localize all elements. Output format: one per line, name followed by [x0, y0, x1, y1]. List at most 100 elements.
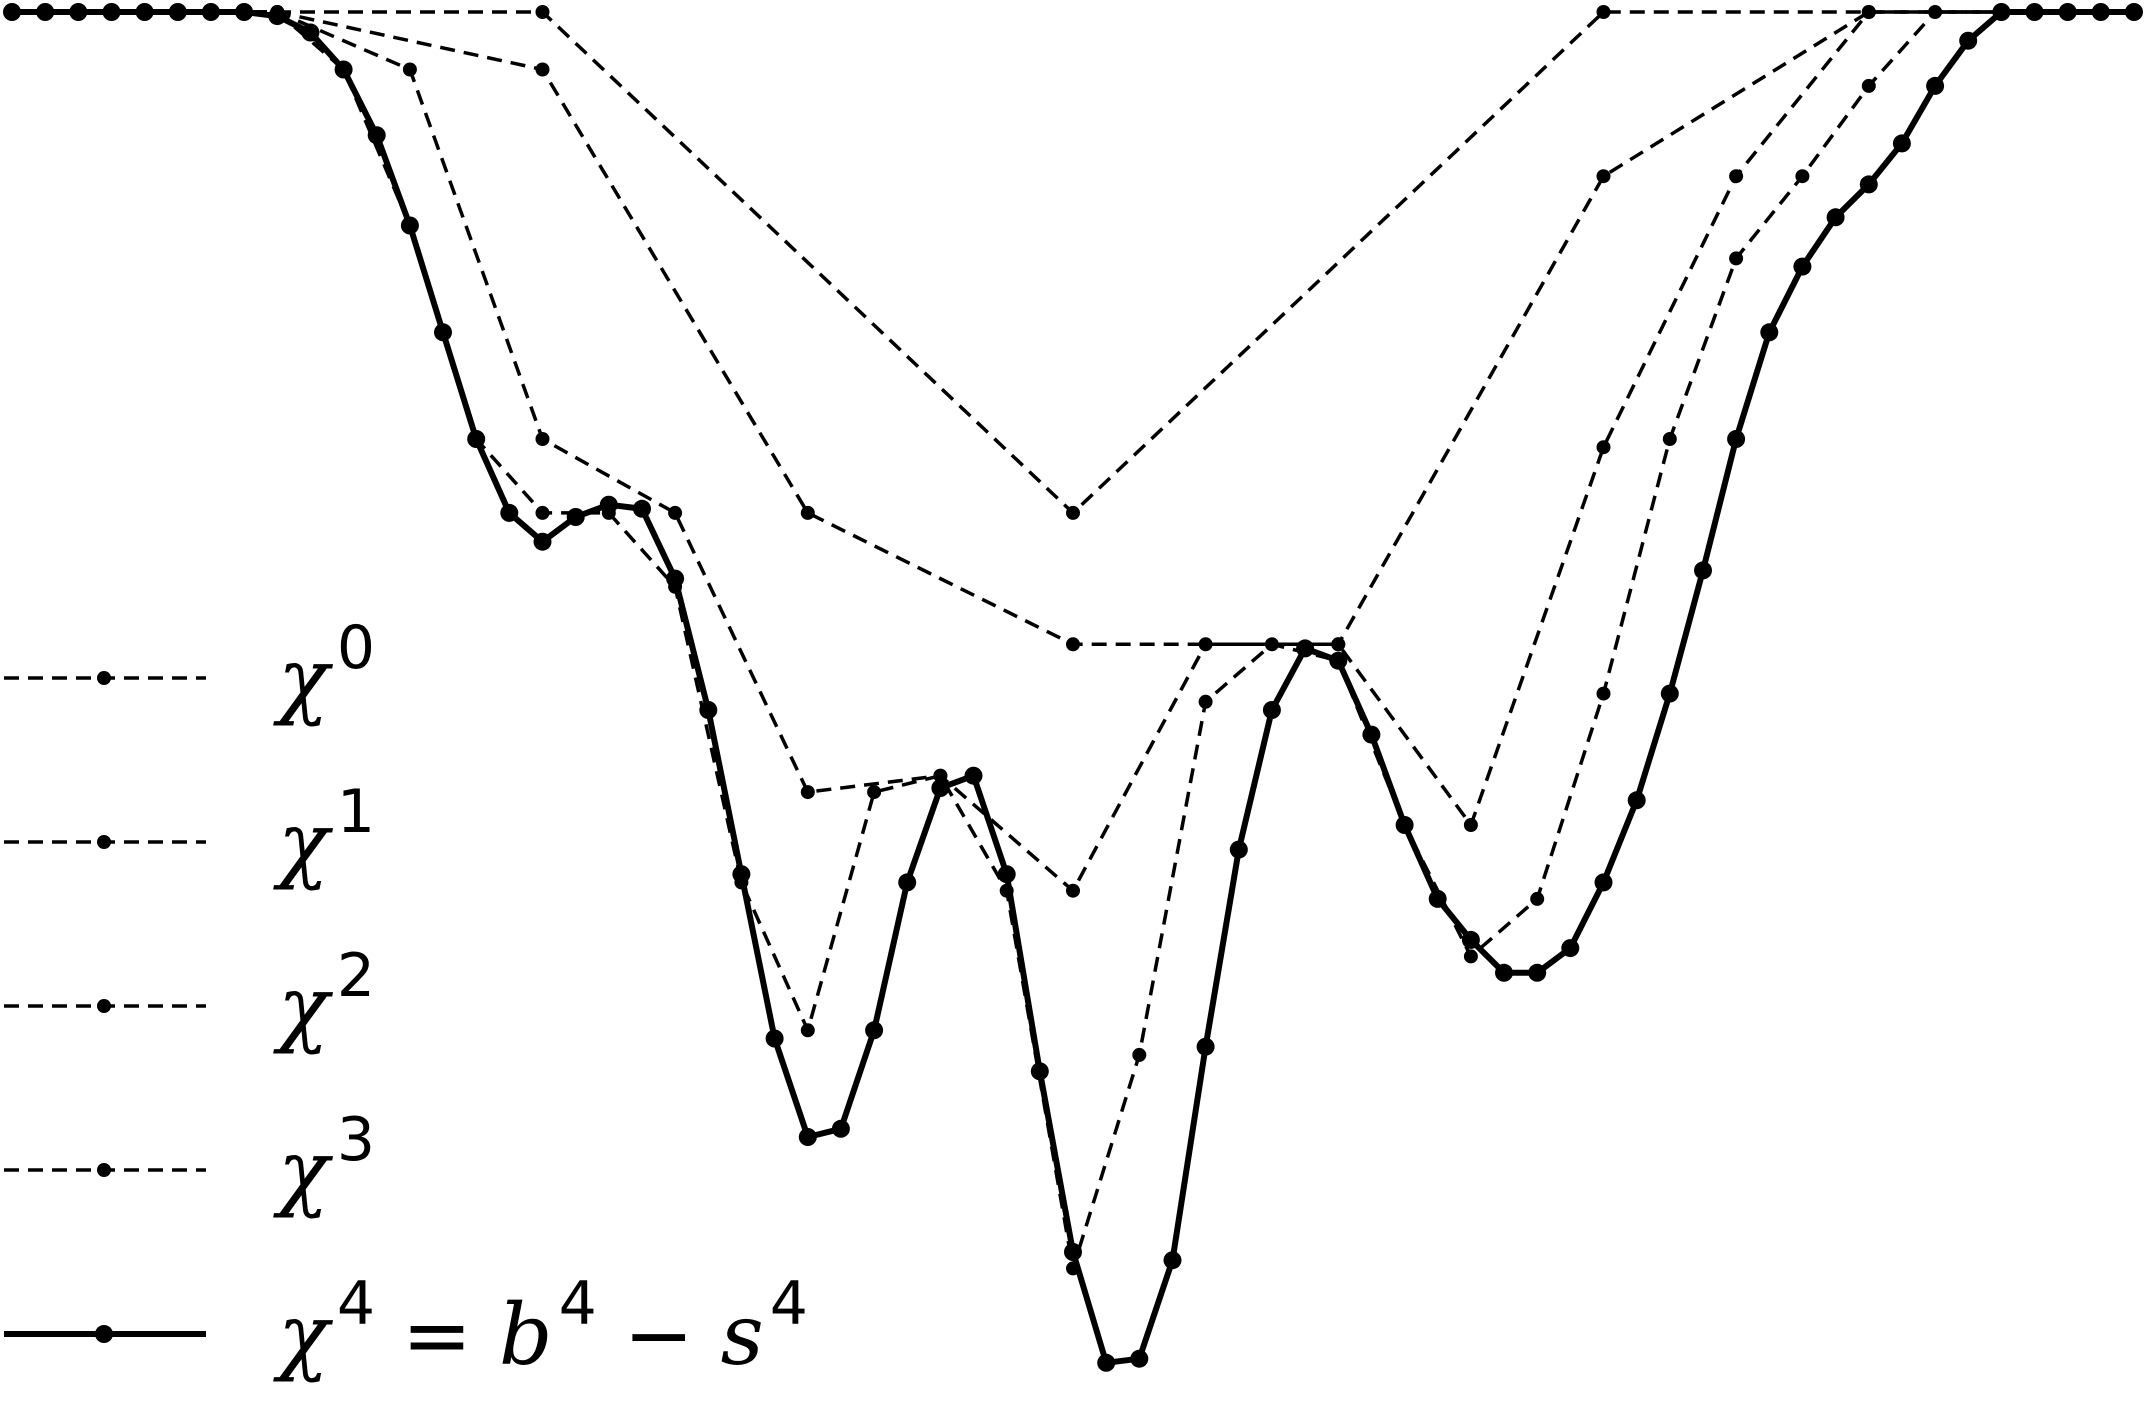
series-0-point — [1066, 505, 1080, 520]
series-3-point — [1861, 78, 1876, 93]
series-4-point — [1627, 791, 1646, 810]
series-4-point — [2125, 3, 2143, 21]
series-4-point — [400, 216, 419, 235]
series-4-point — [1892, 134, 1911, 153]
series-3-point — [1264, 637, 1279, 652]
series-4-point — [599, 495, 618, 514]
series-0-point — [535, 5, 550, 19]
series-2-point — [668, 505, 683, 520]
series-3-point — [1729, 251, 1744, 266]
series-4-point — [301, 23, 320, 42]
series-4-point — [1727, 430, 1746, 448]
series-4-point — [1561, 939, 1580, 958]
series-4-point — [1296, 639, 1315, 658]
series-4-point — [1594, 873, 1613, 892]
series-2-point — [1331, 637, 1346, 652]
series-4-point — [1097, 1353, 1116, 1372]
series-4-point — [1329, 651, 1348, 670]
series-3-point — [1198, 694, 1213, 709]
series-4-point — [2025, 3, 2044, 21]
series-4-point — [1030, 1062, 1049, 1081]
series-4-point — [168, 3, 187, 21]
series-4-point — [201, 3, 220, 21]
series-4-point — [997, 865, 1016, 884]
series-1-point — [1066, 637, 1080, 652]
series-3-point — [1530, 891, 1545, 906]
series-3-point — [933, 768, 948, 783]
series-2 — [5, 5, 2141, 898]
series-4-point — [566, 508, 585, 526]
series-4-point — [1926, 76, 1945, 95]
series-4-point — [500, 503, 519, 522]
series-2-point — [402, 62, 417, 77]
series-4-point — [1163, 1251, 1182, 1270]
series-4-point — [36, 3, 55, 21]
series-0 — [5, 5, 2141, 520]
series-4-point — [1826, 208, 1845, 227]
series-3-point — [1662, 432, 1677, 446]
series-4-point — [1362, 725, 1381, 744]
series-3-point — [1132, 1047, 1147, 1062]
series-layer — [3, 3, 2143, 1372]
series-4-point — [1694, 561, 1712, 580]
series-4-point — [1064, 1243, 1082, 1261]
series-4-point — [666, 569, 685, 588]
series-4-point — [367, 126, 386, 145]
series-2-point — [1596, 440, 1611, 455]
series-4-point — [931, 779, 950, 797]
legend-swatch-marker — [97, 1163, 111, 1177]
series-3-point — [867, 785, 882, 800]
series-4-point — [3, 3, 21, 21]
legend-swatch-marker — [97, 999, 111, 1013]
series-1-point — [1596, 169, 1611, 184]
series-1-point — [535, 62, 550, 77]
series-4-point — [69, 3, 88, 21]
series-4-point — [1130, 1349, 1149, 1368]
series-4-point — [865, 1021, 884, 1040]
series-4-point — [964, 766, 983, 785]
series-4 — [3, 3, 2143, 1372]
series-4-point — [467, 430, 486, 448]
series-2-point — [800, 785, 815, 800]
series-3-point — [1928, 5, 1943, 19]
series-3-point — [1596, 686, 1611, 701]
series-4-point — [235, 3, 254, 21]
series-4-line — [12, 9, 2134, 1366]
series-3-point — [1795, 169, 1810, 184]
series-4-point — [135, 3, 154, 21]
series-4-point — [102, 3, 121, 21]
series-3-point — [1463, 949, 1478, 964]
series-2-point — [1729, 169, 1744, 184]
series-4-point — [898, 873, 917, 892]
legend-swatch-marker — [95, 1325, 113, 1343]
series-1-point — [800, 505, 815, 520]
series-2-point — [1861, 5, 1876, 19]
series-4-point — [1395, 816, 1414, 834]
series-4-point — [1660, 684, 1679, 703]
series-4-point — [1992, 3, 2011, 21]
series-3-point — [535, 505, 550, 520]
series-4-point — [831, 1119, 850, 1138]
series-4-point — [798, 1128, 817, 1146]
series-4-point — [1760, 323, 1779, 342]
series-4-point — [334, 60, 353, 79]
series-1-line — [12, 10, 2134, 647]
series-4-point — [699, 701, 718, 719]
series-2-point — [535, 432, 550, 446]
series-0-point — [1596, 5, 1611, 19]
series-2-point — [1066, 883, 1080, 898]
series-2-line — [12, 10, 2134, 893]
series-2-point — [1463, 818, 1478, 832]
series-4-point — [1528, 963, 1547, 982]
series-4-point — [1793, 257, 1812, 276]
series-4-point — [1229, 840, 1248, 859]
series-4-point — [1495, 963, 1513, 982]
